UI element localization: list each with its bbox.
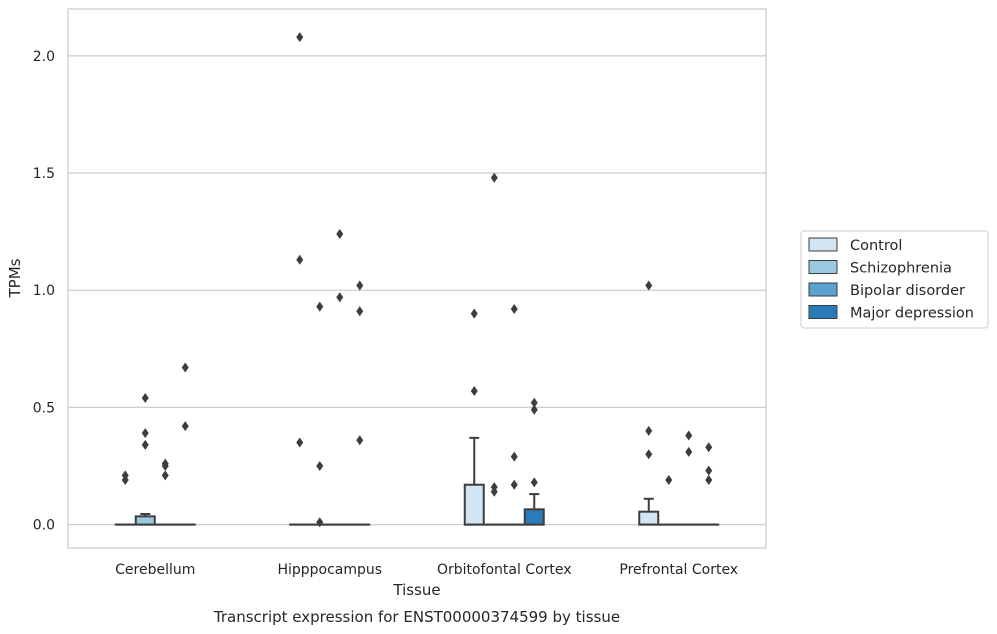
- box: [523, 508, 545, 526]
- outlier-point: [356, 435, 364, 446]
- outlier-point: [530, 397, 538, 408]
- chart-caption: Transcript expression for ENST0000037459…: [213, 608, 620, 626]
- outlier-point: [296, 32, 304, 43]
- legend-label: Major depression: [850, 306, 974, 322]
- outlier-point: [141, 393, 149, 404]
- outlier-point: [490, 486, 498, 497]
- outlier-point: [490, 172, 498, 183]
- box: [134, 515, 156, 526]
- outlier-point: [705, 475, 713, 486]
- legend-swatch: [808, 260, 838, 274]
- outlier-point: [645, 425, 653, 436]
- y-tick-label: 1.5: [33, 166, 55, 182]
- plot-area: [68, 9, 766, 548]
- outlier-point: [685, 446, 693, 457]
- legend-frame: [800, 230, 989, 329]
- outlier-point: [121, 475, 129, 486]
- outlier-point: [316, 460, 324, 471]
- outlier-point: [665, 475, 673, 486]
- outlier-point: [141, 428, 149, 439]
- y-axis-title: TPMs: [6, 258, 24, 298]
- outlier-point: [510, 451, 518, 462]
- legend-swatch: [808, 305, 838, 319]
- outlier-point: [181, 421, 189, 432]
- box: [638, 510, 660, 526]
- box-series: [114, 32, 720, 528]
- outlier-point: [296, 254, 304, 265]
- outlier-point: [470, 308, 478, 319]
- legend-label: Bipolar disorder: [850, 283, 965, 299]
- x-tick-label: Hipppocampus: [277, 562, 382, 578]
- x-axis-ticks: Cerebellum Hipppocampus Orbitofontal Corte…: [115, 562, 738, 578]
- x-axis-title: Tissue: [392, 581, 440, 599]
- y-tick-label: 0.5: [33, 400, 55, 416]
- legend: Control Schizophrenia Bipolar disorder Majo…: [800, 230, 989, 329]
- outlier-point: [645, 280, 653, 291]
- outlier-point: [645, 449, 653, 460]
- y-tick-label: 1.0: [33, 283, 55, 299]
- legend-label: Control: [850, 238, 902, 254]
- y-axis-ticks: 0.0 0.5 1.0 1.5 2.0: [33, 49, 55, 534]
- outlier-point: [181, 362, 189, 373]
- x-tick-label: Cerebellum: [115, 562, 195, 578]
- outlier-point: [705, 442, 713, 453]
- legend-swatch: [808, 282, 838, 297]
- legend-swatch: [808, 237, 838, 252]
- x-tick-label: Prefrontal Cortex: [619, 562, 738, 578]
- outlier-point: [336, 292, 344, 303]
- outlier-point: [705, 465, 713, 476]
- outlier-point: [530, 404, 538, 415]
- outlier-point: [316, 301, 324, 312]
- y-tick-label: 2.0: [33, 49, 55, 65]
- outlier-point: [356, 306, 364, 317]
- legend-label: Schizophrenia: [850, 261, 952, 277]
- y-tick-label: 0.0: [33, 518, 55, 534]
- box: [463, 483, 485, 526]
- outlier-point: [161, 470, 169, 481]
- outlier-point: [296, 437, 304, 448]
- outlier-point: [685, 430, 693, 441]
- outlier-point: [510, 479, 518, 490]
- plot-frame: [67, 8, 767, 549]
- outlier-point: [470, 385, 478, 396]
- outlier-point: [530, 477, 538, 488]
- outlier-point: [356, 280, 364, 291]
- outlier-point: [316, 517, 324, 528]
- outlier-point: [161, 460, 169, 471]
- outlier-point: [141, 439, 149, 450]
- outlier-point: [336, 228, 344, 239]
- outlier-point: [510, 303, 518, 314]
- x-tick-label: Orbitofontal Cortex: [437, 562, 572, 578]
